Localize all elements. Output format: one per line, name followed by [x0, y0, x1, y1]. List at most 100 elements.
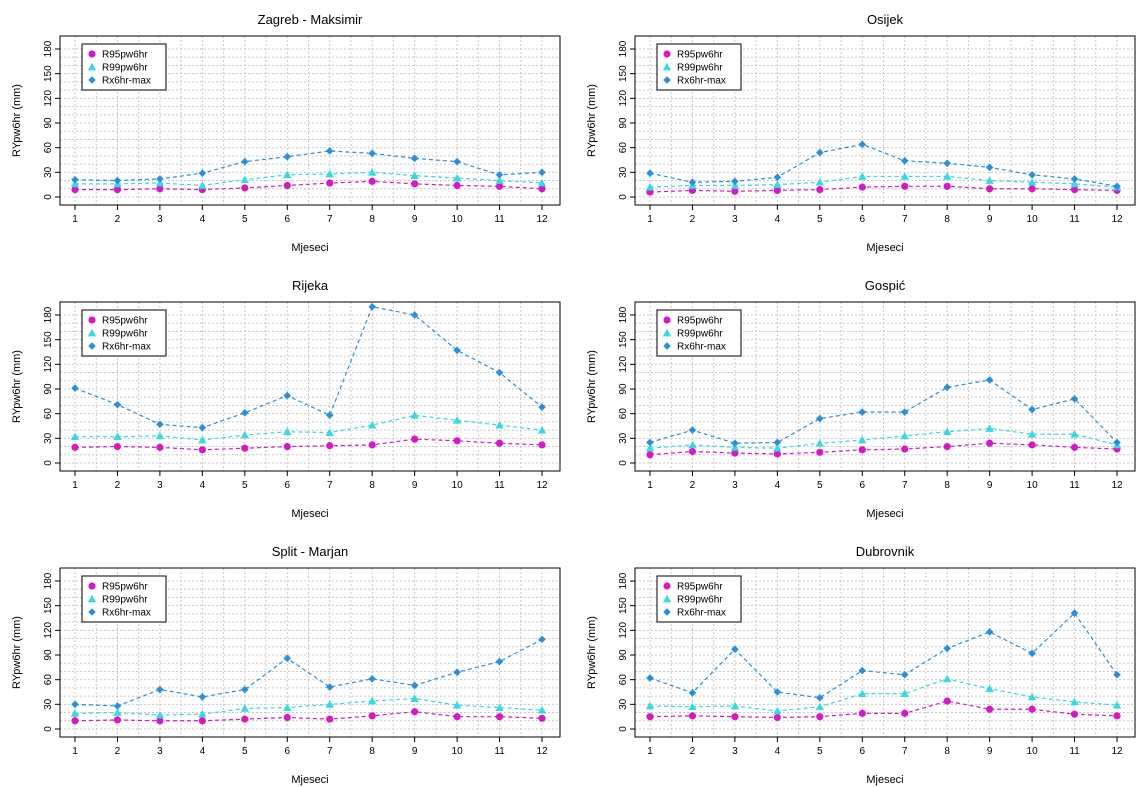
data-point-R99pw6hr	[645, 444, 655, 452]
x-tick-label: 8	[369, 480, 375, 491]
x-tick-label: 10	[1027, 746, 1039, 757]
data-point-R95pw6hr	[241, 444, 249, 452]
x-axis-label: Mjeseci	[291, 774, 328, 786]
series-line-R99pw6hr	[649, 678, 1118, 712]
data-point-R99pw6hr	[1027, 430, 1037, 438]
legend-box	[656, 43, 742, 91]
y-tick-label: 60	[43, 674, 54, 686]
x-tick-label: 1	[72, 480, 78, 491]
data-point-R99pw6hr	[410, 694, 419, 702]
data-point-Rx6hr-max	[495, 368, 504, 377]
x-axis-label: Mjeseci	[866, 508, 903, 520]
legend-marker-Rx6hr-max	[663, 342, 671, 350]
data-point-Rx6hr-max	[900, 408, 909, 416]
data-point-Rx6hr-max	[1113, 670, 1121, 679]
x-tick-label: 10	[452, 480, 464, 491]
data-point-Rx6hr-max	[495, 171, 504, 179]
data-point-R95pw6hr	[816, 448, 824, 456]
data-point-Rx6hr-max	[985, 163, 994, 172]
data-point-R99pw6hr	[1070, 430, 1079, 438]
y-tick-label: 30	[618, 432, 629, 444]
data-point-R95pw6hr	[986, 705, 994, 713]
data-point-R95pw6hr	[411, 435, 419, 443]
data-point-R95pw6hr	[411, 708, 419, 716]
data-point-Rx6hr-max	[368, 675, 376, 683]
data-point-R95pw6hr	[646, 451, 654, 459]
data-point-Rx6hr-max	[985, 628, 994, 636]
data-point-R99pw6hr	[240, 704, 250, 712]
x-tick-label: 5	[817, 480, 823, 491]
data-point-Rx6hr-max	[71, 384, 79, 392]
data-point-R95pw6hr	[773, 186, 781, 195]
plot-frame	[59, 35, 561, 206]
data-point-R95pw6hr	[156, 443, 164, 451]
data-point-R99pw6hr	[155, 710, 165, 719]
x-tick-label: 2	[115, 746, 121, 757]
y-tick-label: 120	[618, 622, 629, 639]
data-point-R95pw6hr	[943, 442, 951, 451]
legend-label: R99pw6hr	[102, 595, 148, 606]
data-point-R95pw6hr	[326, 442, 334, 450]
data-point-Rx6hr-max	[495, 657, 504, 666]
y-tick-label: 30	[618, 166, 629, 178]
legend-label: R99pw6hr	[677, 595, 723, 606]
data-point-Rx6hr-max	[688, 426, 697, 434]
data-point-R99pw6hr	[1027, 692, 1037, 701]
y-tick-label: 30	[43, 432, 54, 444]
x-tick-label: 3	[157, 214, 163, 225]
data-point-R99pw6hr	[942, 172, 952, 180]
data-point-R95pw6hr	[646, 713, 654, 721]
x-tick-label: 3	[732, 214, 738, 225]
data-point-R99pw6hr	[688, 702, 697, 711]
data-point-R99pw6hr	[198, 710, 207, 718]
series-line-R99pw6hr	[75, 414, 543, 441]
data-point-R95pw6hr	[113, 716, 122, 724]
x-tick-label: 6	[284, 746, 290, 757]
data-point-R99pw6hr	[283, 170, 292, 179]
x-tick-label: 6	[284, 480, 290, 491]
data-point-Rx6hr-max	[900, 157, 909, 165]
series-line-Rx6hr-max	[649, 379, 1118, 444]
data-point-R99pw6hr	[858, 172, 867, 180]
x-tick-label: 4	[200, 746, 206, 757]
y-tick-label: 60	[618, 408, 629, 420]
data-point-R99pw6hr	[815, 702, 825, 711]
x-tick-label: 9	[987, 480, 993, 491]
x-tick-label: 1	[647, 214, 653, 225]
x-tick-label: 8	[944, 214, 950, 225]
data-point-R99pw6hr	[815, 439, 825, 447]
data-point-R99pw6hr	[410, 411, 419, 419]
legend-label: R95pw6hr	[677, 316, 723, 327]
y-tick-label: 150	[43, 597, 54, 614]
y-tick-label: 150	[618, 597, 629, 614]
data-point-Rx6hr-max	[283, 654, 292, 663]
data-point-R99pw6hr	[1027, 178, 1037, 186]
x-tick-label: 1	[72, 746, 78, 757]
y-tick-label: 150	[43, 331, 54, 348]
y-tick-label: 60	[618, 142, 629, 154]
data-point-R95pw6hr	[731, 449, 739, 457]
data-point-R95pw6hr	[113, 442, 122, 451]
x-tick-label: 11	[494, 746, 505, 757]
x-tick-label: 7	[327, 214, 333, 225]
data-point-Rx6hr-max	[858, 408, 867, 416]
legend-box	[656, 309, 742, 357]
data-point-Rx6hr-max	[71, 175, 79, 184]
legend-label: R95pw6hr	[102, 316, 148, 327]
series-line-R95pw6hr	[75, 180, 543, 191]
data-point-R99pw6hr	[410, 171, 419, 179]
y-axis-label: RYpw6hr (mm)	[586, 350, 598, 423]
data-point-R99pw6hr	[452, 700, 462, 709]
data-point-R99pw6hr	[537, 705, 547, 714]
x-tick-label: 10	[452, 746, 464, 757]
legend-label: R95pw6hr	[677, 50, 723, 61]
x-tick-label: 9	[987, 746, 993, 757]
data-point-R95pw6hr	[156, 185, 164, 193]
data-point-R99pw6hr	[367, 168, 377, 176]
legend-marker-Rx6hr-max	[663, 76, 671, 84]
data-point-Rx6hr-max	[773, 688, 782, 696]
data-point-R95pw6hr	[538, 441, 546, 449]
y-tick-label: 30	[618, 698, 629, 710]
